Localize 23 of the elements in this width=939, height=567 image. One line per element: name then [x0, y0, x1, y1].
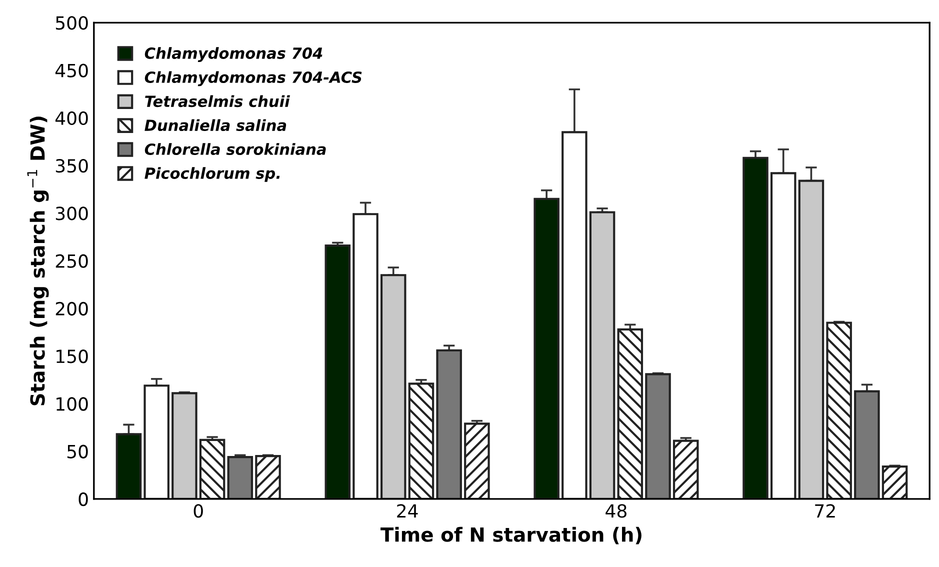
y-tick-label: 500	[56, 16, 88, 30]
legend-label: Tetraselmis chuii	[145, 95, 290, 108]
legend-label: Chlamydomonas 704	[144, 47, 322, 62]
y-axis-title: Starch (mg starch g$^{−1}$ DW)	[27, 116, 49, 406]
legend-label: Dunaliella salina	[144, 119, 286, 132]
x-axis-title: Time of N starvation (h)	[380, 526, 642, 544]
y-tick-label: 150	[56, 350, 88, 364]
y-tick-label: 400	[55, 111, 88, 126]
y-tick-label: 350	[56, 159, 88, 173]
x-tick-label: 48	[606, 504, 626, 518]
y-tick-label: 450	[55, 64, 88, 78]
y-tick-label: 300	[56, 206, 88, 220]
x-tick-label: 24	[397, 504, 418, 518]
x-tick-label: 0	[194, 504, 203, 518]
y-tick-label: 50	[67, 444, 88, 458]
y-tick-label: 200	[56, 302, 88, 316]
y-tick-label: 250	[56, 254, 88, 268]
legend-label: Picochlorum sp.	[144, 167, 280, 182]
legend-label: Chlamydomonas 704-ACS	[144, 71, 362, 86]
y-tick-label: 100	[56, 397, 88, 411]
x-tick-label: 72	[815, 504, 835, 518]
legend-label: Chlorella sorokiniana	[144, 143, 326, 156]
y-tick-label: 0	[78, 492, 88, 506]
